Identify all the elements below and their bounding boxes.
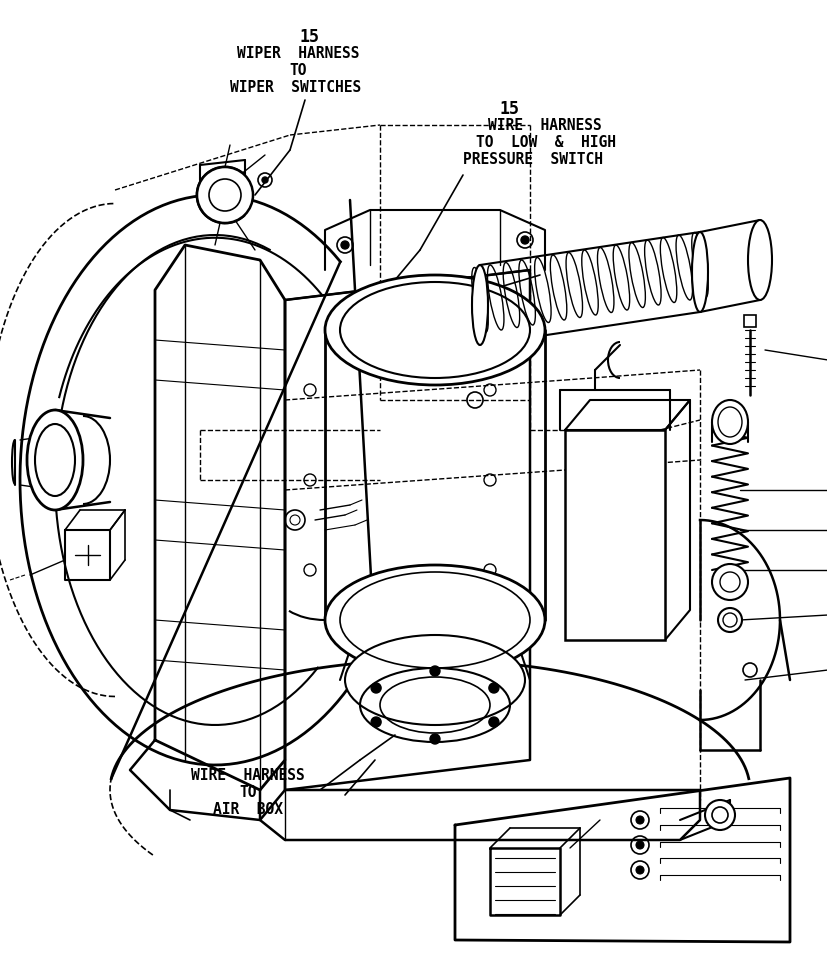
Ellipse shape [747, 220, 771, 300]
Bar [564, 430, 664, 640]
Bar [743, 315, 755, 327]
Circle shape [635, 816, 643, 824]
Ellipse shape [711, 400, 747, 444]
Circle shape [197, 167, 253, 223]
Text: WIRE  HARNESS: WIRE HARNESS [487, 118, 601, 133]
Text: TO  LOW  &  HIGH: TO LOW & HIGH [476, 135, 615, 150]
Ellipse shape [345, 635, 524, 725]
Text: 15: 15 [500, 100, 519, 118]
Text: WIPER  SWITCHES: WIPER SWITCHES [230, 80, 361, 95]
Circle shape [722, 821, 726, 826]
Text: 15: 15 [299, 28, 319, 46]
Circle shape [707, 813, 711, 817]
Circle shape [341, 241, 348, 249]
Text: PRESSURE  SWITCH: PRESSURE SWITCH [462, 152, 602, 167]
Circle shape [742, 663, 756, 677]
Circle shape [727, 813, 731, 817]
Text: TO: TO [239, 785, 256, 800]
Text: WIRE  HARNESS: WIRE HARNESS [191, 768, 304, 783]
Ellipse shape [325, 275, 544, 385]
Circle shape [370, 683, 380, 693]
Ellipse shape [27, 410, 83, 510]
Text: WIPER  HARNESS: WIPER HARNESS [237, 46, 359, 61]
Circle shape [635, 866, 643, 874]
Circle shape [429, 734, 439, 744]
Ellipse shape [691, 232, 707, 312]
Circle shape [722, 805, 726, 809]
Ellipse shape [471, 265, 487, 345]
Circle shape [261, 177, 268, 183]
Circle shape [520, 236, 528, 244]
Text: AIR  BOX: AIR BOX [213, 802, 283, 817]
Circle shape [488, 717, 499, 727]
Circle shape [429, 666, 439, 676]
Circle shape [704, 800, 734, 830]
Circle shape [712, 805, 716, 809]
Circle shape [488, 683, 499, 693]
Circle shape [717, 608, 741, 632]
Circle shape [370, 717, 380, 727]
Text: TO: TO [289, 63, 306, 78]
Circle shape [712, 821, 716, 826]
Ellipse shape [325, 565, 544, 675]
Ellipse shape [711, 564, 747, 600]
Circle shape [635, 841, 643, 849]
